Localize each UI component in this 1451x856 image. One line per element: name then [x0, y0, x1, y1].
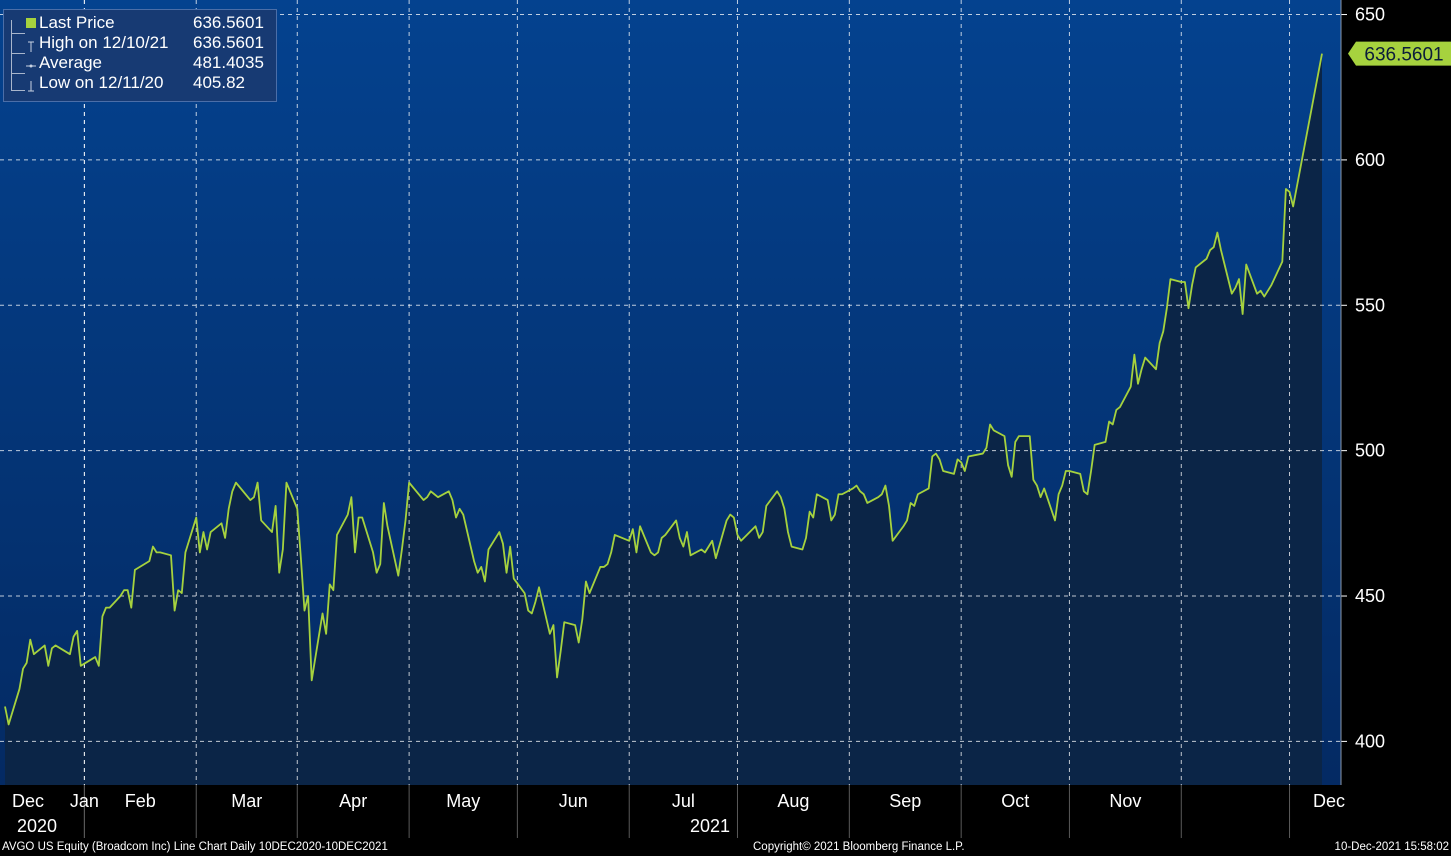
x-tick-label: Mar [231, 791, 262, 811]
x-year-label: 2020 [17, 816, 57, 836]
legend-branch [11, 73, 25, 74]
legend-value: 636.5601 [193, 33, 264, 52]
price-area-fill [5, 53, 1322, 786]
legend-value: 636.5601 [193, 13, 264, 32]
y-tick-label: 450 [1355, 586, 1385, 606]
x-tick-label: Sep [889, 791, 921, 811]
square-marker-icon [26, 18, 36, 28]
y-tick-label: 600 [1355, 150, 1385, 170]
legend-label: Last Price [39, 13, 115, 32]
legend-tree-line [11, 20, 12, 90]
legend-row-average: Average 481.4035 [4, 53, 276, 73]
legend-label: Average [39, 53, 103, 72]
timestamp-text: 10-Dec-2021 15:58:02 [1334, 841, 1449, 853]
legend-row-high: High on 12/10/21 636.5601 [4, 33, 276, 53]
x-tick-label: Dec [1313, 791, 1345, 811]
legend-branch [11, 90, 25, 91]
legend-value: 481.4035 [193, 53, 264, 72]
y-tick-label: 650 [1355, 5, 1385, 25]
legend-branch [11, 33, 25, 34]
footer-bar: AVGO US Equity (Broadcom Inc) Line Chart… [0, 838, 1451, 856]
price-chart: 400 450 500 550 600 650 Dec Jan Feb Mar Apr May Jun… [0, 0, 1451, 838]
x-tick-label: Jun [559, 791, 588, 811]
legend-box: Last Price 636.5601 High on 12/10/21 636… [3, 9, 277, 102]
x-tick-label: Apr [339, 791, 367, 811]
x-tick-label: Aug [777, 791, 809, 811]
last-price-tag [1348, 41, 1451, 66]
copyright-text: Copyright© 2021 Bloomberg Finance L.P. [753, 841, 965, 853]
legend-label: Low on 12/11/20 [39, 73, 164, 92]
legend-label: High on 12/10/21 [39, 33, 169, 52]
average-marker-icon [26, 58, 36, 68]
y-tick-label: 400 [1355, 731, 1385, 751]
legend-row-last-price: Last Price 636.5601 [4, 13, 276, 33]
y-tick-label: 500 [1355, 441, 1385, 461]
y-tick-label: 550 [1355, 295, 1385, 315]
x-tick-label: Jan [70, 791, 99, 811]
x-tick-label: Nov [1109, 791, 1141, 811]
legend-value: 405.82 [193, 73, 245, 92]
legend-row-low: Low on 12/11/20 405.82 [4, 73, 276, 93]
x-tick-label: May [446, 791, 480, 811]
low-marker-icon [26, 78, 36, 92]
x-tick-label: Dec [12, 791, 44, 811]
price-line [4, 53, 1323, 726]
x-tick-label: Jul [672, 791, 695, 811]
chart-description: AVGO US Equity (Broadcom Inc) Line Chart… [2, 841, 388, 853]
last-price-label: 636.5601 [1364, 45, 1443, 66]
x-tick-label: Oct [1001, 791, 1029, 811]
x-year-label: 2021 [690, 816, 730, 836]
legend-branch [11, 53, 25, 54]
x-tick-label: Feb [125, 791, 156, 811]
high-marker-icon [26, 38, 36, 52]
